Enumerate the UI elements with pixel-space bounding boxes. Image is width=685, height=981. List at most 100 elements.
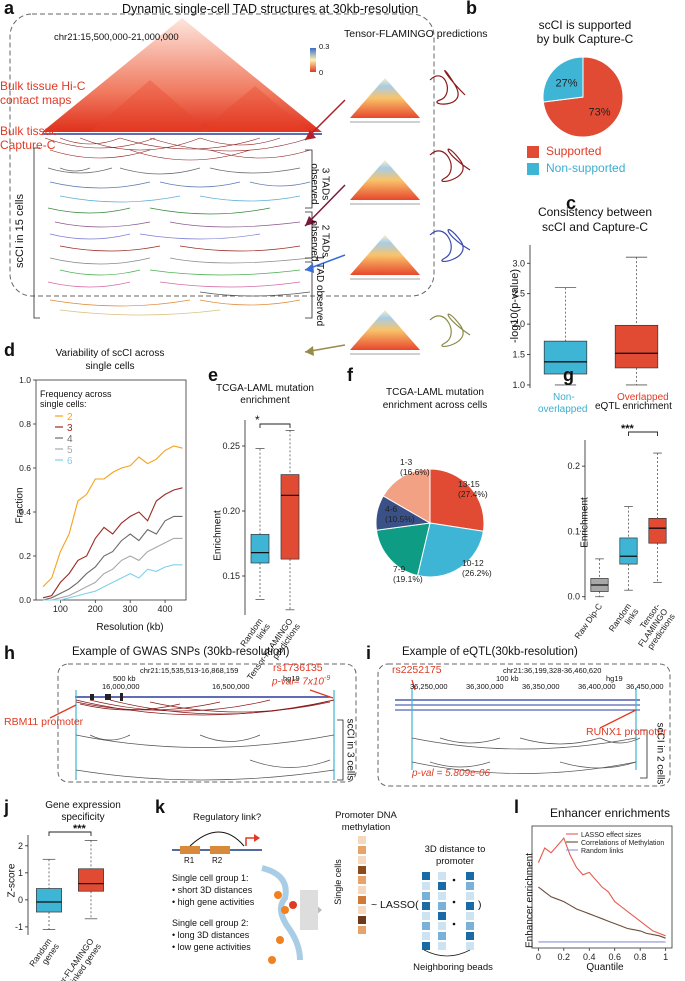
panel-f-pie-slice <box>382 468 431 524</box>
colorbar-min: 0 <box>319 68 324 77</box>
panel-k-r2: R2 <box>212 856 223 865</box>
panel-d-ytick-label: 0.8 <box>19 419 31 429</box>
panel-i-coord4: 36,400,000 <box>578 682 616 691</box>
panel-f-slice-label: 10-12 <box>462 558 484 568</box>
panel-k-single-cells: Single cells <box>333 859 343 905</box>
panel-k-group2-a: • long 3D distances <box>172 930 250 940</box>
panel-l-xtick-label: 1 <box>663 952 668 962</box>
panel-h-letter: h <box>4 643 15 663</box>
panel-d-legend-label: 4 <box>67 434 73 445</box>
panel-b-pct-label: 73% <box>588 107 610 119</box>
panel-h-arcs <box>75 699 335 716</box>
panel-l-legend-label: LASSO effect sizes <box>581 832 642 839</box>
panel-l-letter: l <box>514 797 520 817</box>
panel-d-legend-title-2: single cells: <box>40 399 87 409</box>
panel-h-scale: 500 kb <box>113 674 136 683</box>
panel-d-legend-title-1: Frequency across <box>40 389 112 399</box>
panel-i-title: Example of eQTL(30kb-resolution) <box>402 646 578 658</box>
panel-j-title-2: specificity <box>61 812 105 823</box>
panel-e-ytick-label: 0.25 <box>222 441 240 451</box>
panel-f-slice-label: 4-6 <box>385 504 398 514</box>
panel-h-frame <box>57 663 357 783</box>
panel-h-snp: rs1736135 <box>273 662 323 674</box>
panel-k-group2-b: • low gene activities <box>172 942 251 952</box>
panel-e-star: * <box>255 413 260 427</box>
panel-l-xtick-label: 0.2 <box>558 952 571 962</box>
panel-c-title-2: scCI and Capture-C <box>541 220 649 234</box>
panel-j-category-label: Randomgenes <box>27 936 61 973</box>
panel-f-pie: 13-15(27.4%) 10-12(26.2%) 7-9(19.1%) 4-6(10… <box>375 457 492 584</box>
panel-j-ytick-label: -1 <box>15 922 23 932</box>
panel-h-coord1: 16,000,000 <box>102 682 140 691</box>
panel-c-title-1: Consistency between <box>537 205 653 219</box>
panel-f-title-1: TCGA-LAML mutation <box>386 387 484 398</box>
panel-f-slice-label: 13-15 <box>458 479 480 489</box>
legend-nonsupported-swatch <box>527 163 539 175</box>
panel-d-ytick-label: 0.0 <box>19 595 31 605</box>
panel-j-letter: j <box>4 797 10 817</box>
panel-e-box <box>280 474 300 560</box>
panel-i-cells <box>411 737 641 774</box>
panel-k-group2-b-text: low gene activities <box>177 942 251 952</box>
panel-b-pct-label: 27% <box>555 77 577 89</box>
panel-g-category-line: Raw Dip-C <box>572 601 604 640</box>
panel-i-coord5: 36,450,000 <box>626 682 664 691</box>
panel-g-category-label: Raw Dip-C <box>572 601 604 640</box>
panel-l-legend-label: Correlations of Methylation <box>581 840 664 847</box>
panel-d-series-line <box>43 537 183 601</box>
panel-e-title-2: enrichment <box>240 395 290 406</box>
panel-l-legend-label: Random links <box>581 848 624 855</box>
panel-i-letter: i <box>366 643 372 663</box>
panel-i-sccl: scCI in 2 cells <box>654 722 666 785</box>
panel-g-box <box>648 518 667 544</box>
panel-d-xtick-label: 100 <box>53 604 68 614</box>
panel-c-ytick-label: 2.5 <box>512 289 525 299</box>
panel-d-series-line <box>43 564 183 601</box>
panel-j-ylabel: Z-score <box>6 863 18 898</box>
panel-f-slice-label: (26.2%) <box>462 568 492 578</box>
panel-i-coord3: 36,350,000 <box>522 682 560 691</box>
hic-label-2: contact maps <box>0 93 72 107</box>
panel-d-title-1: Variability of scCI across <box>55 348 165 359</box>
panel-e-ytick-label: 0.15 <box>222 571 240 581</box>
panel-g-ytick-label: 0.1 <box>567 526 580 536</box>
panel-l-frame <box>531 825 673 949</box>
panel-k-r1: R1 <box>184 856 195 865</box>
panel-j-box <box>36 888 62 913</box>
panel-d-ytick-label: 0.2 <box>19 551 31 561</box>
panel-k-group1-a-text: short 3D distances <box>177 885 253 895</box>
panel-b-pie-slice <box>542 56 584 103</box>
sccl-rows <box>47 167 311 316</box>
capture-c-arcs <box>44 137 311 161</box>
panel-c-ytick-label: 3.0 <box>512 258 525 268</box>
panel-a-locus: chr21:15,500,000-21,000,000 <box>54 32 179 43</box>
colorbar <box>310 48 316 72</box>
panel-i-coord2: 36,300,000 <box>466 682 504 691</box>
panel-d-xlabel: Resolution (kb) <box>96 622 164 633</box>
capture-label-2: Capture-C <box>0 138 56 152</box>
panel-g-ytick-label: 0.0 <box>567 592 580 602</box>
panel-f-slice-label: (16.6%) <box>400 467 430 477</box>
panel-i-pval: p-val = 5.809e-06 <box>412 768 491 779</box>
panel-i-coord1: 36,250,000 <box>410 682 448 691</box>
panel-e-letter: e <box>208 365 219 385</box>
panel-d-ylabel: Fraction <box>14 487 26 524</box>
panel-f-slice-label: (19.1%) <box>393 574 423 584</box>
hic-triangle <box>42 18 322 132</box>
panel-c-cat1-2: overlapped <box>538 404 588 415</box>
panel-e-ylabel: Enrichment <box>212 510 224 561</box>
sccl-label: scCI in 15 cells <box>14 194 26 268</box>
panel-e-sig-bracket <box>259 423 291 428</box>
panel-d-series-line <box>42 487 183 599</box>
panel-f-pie-slice <box>375 522 431 577</box>
panel-j-title-1: Gene expression <box>45 800 121 811</box>
panel-f-slice-label: (27.4%) <box>458 489 488 499</box>
panel-c-ytick-label: 1.5 <box>512 350 525 360</box>
panel-d-ytick-label: 0.6 <box>19 463 31 473</box>
panel-k-regulatory: Regulatory link? <box>193 812 262 823</box>
panel-k-distance-1: 3D distance to <box>424 844 486 855</box>
panel-k-diagram <box>172 831 474 964</box>
